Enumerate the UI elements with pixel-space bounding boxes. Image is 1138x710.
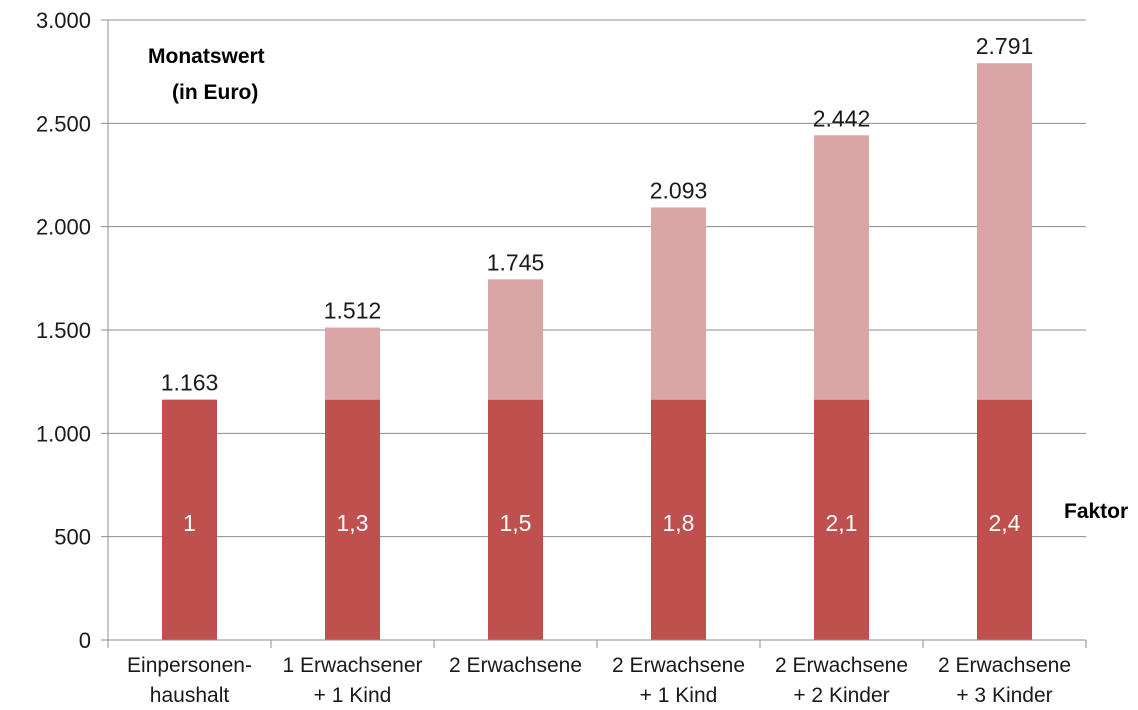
bar-factor-label: 2,4 [989,510,1021,536]
y-axis-title-line-2: (in Euro) [172,81,258,104]
x-category-label: 2 Erwachsene [449,654,582,677]
x-category-label: haushalt [150,684,230,707]
x-category-label: Einpersonen- [127,654,252,677]
bar-total-label: 1.163 [161,370,219,396]
y-axis-title-unit: (in Euro) [172,81,258,104]
y-tick-label: 500 [54,525,91,550]
x-category-label: + 1 Kind [314,684,392,707]
x-category-label: 2 Erwachsene [612,654,745,677]
y-axis-title-line-1: Monatswert [148,45,265,68]
x-category-label: 1 Erwachsener [282,654,422,677]
y-tick-label: 1.500 [36,318,91,343]
bar-base [325,399,380,640]
x-category-label: + 2 Kinder [793,684,889,707]
y-tick-label: 0 [79,628,91,653]
factor-title: Faktor [1064,500,1128,523]
bar-total-label: 1.512 [324,298,382,324]
bar-extra [814,135,869,400]
bar-extra [977,63,1032,400]
y-tick-label: 2.000 [36,215,91,240]
bar-total-label: 2.791 [976,33,1034,59]
bar-factor-label: 1,3 [337,510,369,536]
x-category-label: 2 Erwachsene [938,654,1071,677]
bar-extra [488,279,543,400]
bar-extra [325,327,380,400]
bar-factor-label: 2,1 [826,510,858,536]
bar-base [488,399,543,640]
bar-base [977,399,1032,640]
bar-extra [651,207,706,400]
y-tick-label: 1.000 [36,421,91,446]
bar-factor-label: 1 [183,510,196,536]
bar-total-label: 2.093 [650,177,708,203]
y-tick-label: 3.000 [36,8,91,33]
x-axis: Einpersonen-haushalt 1 Erwachsener + 1 Kin… [107,639,1087,707]
x-category-label: + 3 Kinder [956,684,1052,707]
x-category-label: + 1 Kind [640,684,718,707]
gridlines [108,19,1086,538]
bar-factor-label: 1,8 [663,510,695,536]
y-tick-label: 2.500 [36,111,91,136]
y-axis-title: Monatswert [148,45,265,68]
bars: 1.163 1 1.512 1,3 1.745 1,5 2.093 1,8 2.442 2,1 2.… [161,33,1034,640]
bar-base [814,399,869,640]
y-axis-ticks: 0 500 1.000 1.500 2.000 2.500 3.000 [36,8,109,653]
x-category-label: 2 Erwachsene [775,654,908,677]
bar-factor-label: 1,5 [500,510,532,536]
bar-base [651,399,706,640]
bar-total-label: 2.442 [813,105,871,131]
bar-total-label: 1.745 [487,249,545,275]
bar-base [162,399,217,640]
